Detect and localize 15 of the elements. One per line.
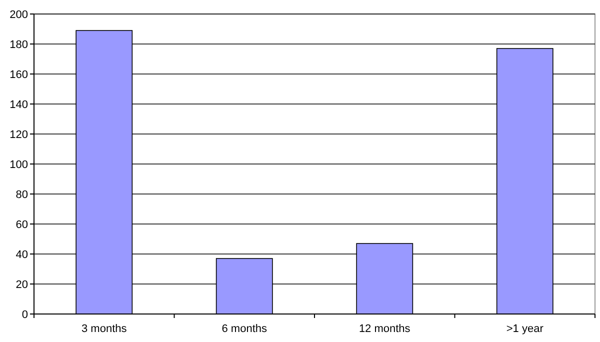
y-tick-label: 80 bbox=[16, 188, 28, 201]
y-tick-label: 20 bbox=[16, 278, 28, 291]
y-tick-label: 160 bbox=[10, 68, 28, 81]
y-tick-label: 180 bbox=[10, 38, 28, 51]
x-tick-label: 12 months bbox=[358, 323, 411, 335]
y-tick-label: 100 bbox=[10, 158, 28, 171]
y-tick-label: 140 bbox=[10, 98, 28, 111]
y-tick-label: 200 bbox=[10, 8, 28, 21]
x-tick-label: >1 year bbox=[506, 323, 544, 335]
y-tick-label: 60 bbox=[16, 218, 28, 231]
y-tick-label: 0 bbox=[22, 308, 28, 321]
x-tick-label: 3 months bbox=[82, 323, 128, 335]
y-tick-label: 120 bbox=[10, 128, 28, 141]
x-tick-label: 6 months bbox=[222, 323, 268, 335]
y-tick-label: 40 bbox=[16, 248, 28, 261]
